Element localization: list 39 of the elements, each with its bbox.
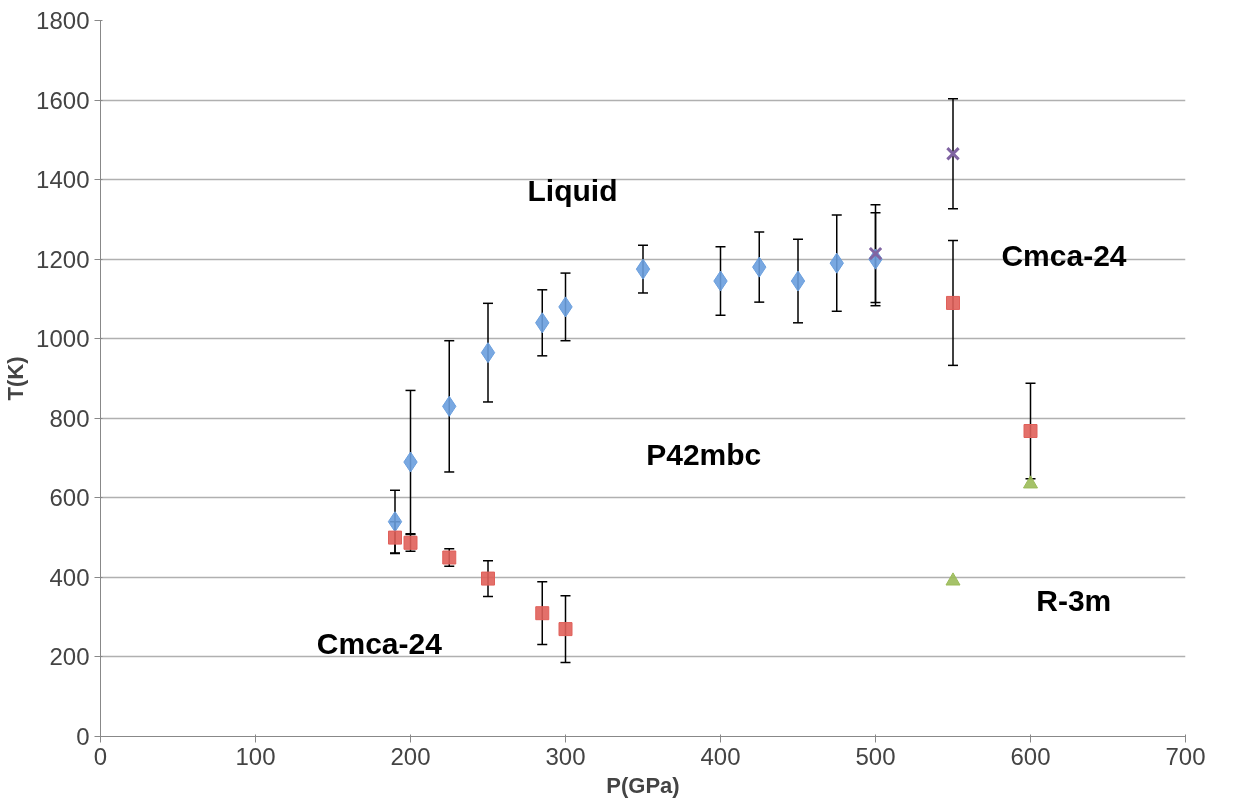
y-tick-label: 400 bbox=[49, 563, 90, 591]
point bbox=[946, 295, 960, 310]
x-axis-title: P(GPa) bbox=[606, 772, 680, 798]
y-tick-label: 1200 bbox=[36, 245, 90, 273]
point bbox=[388, 530, 402, 545]
y-tick-label: 1000 bbox=[36, 325, 90, 353]
y-tick-label: 200 bbox=[49, 643, 90, 671]
point bbox=[480, 342, 496, 364]
y-tick-label: 1400 bbox=[36, 166, 90, 194]
x-tick-label: 100 bbox=[235, 742, 276, 770]
point bbox=[1023, 475, 1038, 489]
point bbox=[945, 572, 961, 586]
x-tick-label: 300 bbox=[545, 742, 586, 770]
annotation: R-3m bbox=[1036, 583, 1112, 617]
y-tick-label: 1800 bbox=[36, 7, 90, 34]
y-tick-label: 1600 bbox=[36, 86, 90, 114]
point bbox=[635, 258, 651, 280]
y-tick-label: 800 bbox=[49, 404, 90, 432]
annotation: Cmca-24 bbox=[1001, 238, 1127, 272]
x-tick-label: 0 bbox=[93, 742, 108, 770]
x-tick-label: 200 bbox=[390, 742, 431, 770]
point bbox=[387, 511, 403, 533]
y-axis-title: T(K) bbox=[3, 356, 29, 401]
y-tick-label: 600 bbox=[49, 484, 90, 512]
point bbox=[1023, 424, 1038, 439]
annotation: Liquid bbox=[527, 174, 618, 208]
x-tick-label: 700 bbox=[1165, 742, 1206, 770]
point bbox=[868, 246, 883, 261]
x-tick-label: 500 bbox=[855, 742, 896, 770]
point bbox=[790, 270, 806, 292]
point bbox=[535, 606, 550, 621]
x-tick-label: 400 bbox=[700, 742, 741, 770]
annotation: Cmca-24 bbox=[316, 626, 443, 660]
x-tick-label: 600 bbox=[1010, 742, 1051, 770]
y-tick-label: 0 bbox=[76, 723, 90, 750]
point bbox=[558, 622, 573, 637]
point bbox=[945, 146, 961, 161]
point bbox=[481, 571, 495, 586]
annotation: P42mbc bbox=[646, 437, 762, 471]
